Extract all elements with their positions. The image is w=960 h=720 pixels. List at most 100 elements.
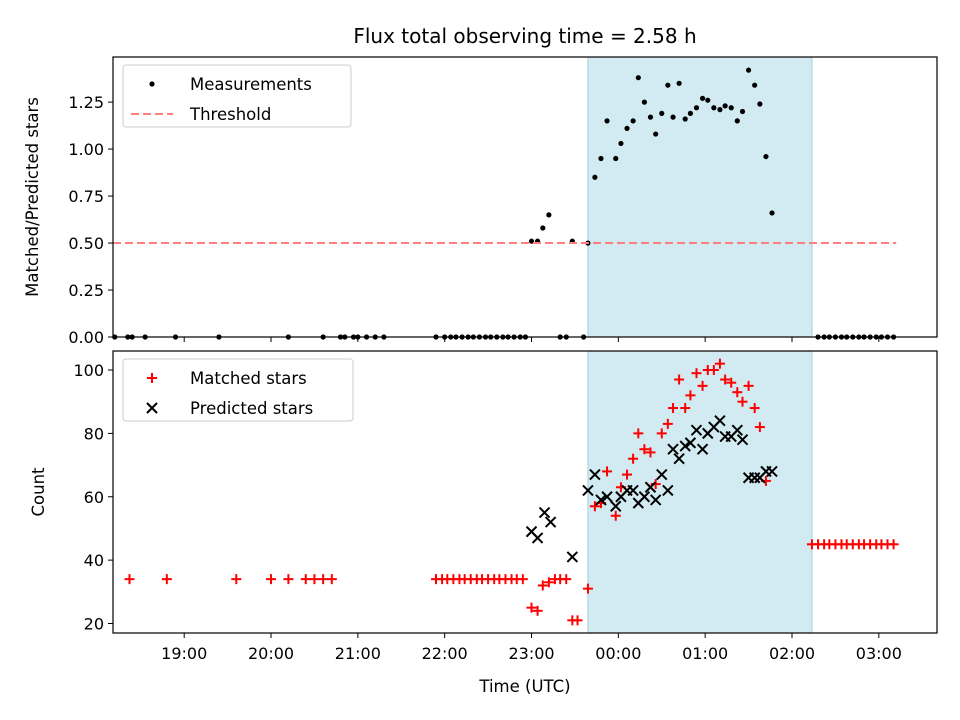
measurement-point (705, 97, 711, 103)
matched-star-point (266, 574, 277, 585)
x-tick-label: 03:00 (856, 644, 902, 663)
bottom-panel: 20 40 60 80 100 19:00 20:00 21:00 22:00 23:00 00:… (29, 350, 938, 696)
measurement-point (528, 238, 535, 244)
matched-star-point (732, 387, 743, 398)
x-tick-label: 02:00 (769, 644, 815, 663)
predicted-star-point (667, 443, 679, 455)
matched-star-point (674, 374, 685, 385)
measurement-point (630, 118, 636, 124)
top-y-ticks: 0.00 0.25 0.50 0.75 1.00 1.25 (68, 93, 113, 347)
matched-star-point (662, 418, 673, 429)
y-tick-label: 0.50 (68, 234, 104, 253)
matched-star-point (668, 403, 679, 414)
top-panel: 0.00 0.25 0.50 0.75 1.00 1.25 Matched/Predict… (23, 56, 938, 347)
bottom-x-axis-label: Time (UTC) (478, 677, 570, 696)
x-tick-label: 19:00 (161, 644, 207, 663)
bottom-axes-frame (112, 350, 938, 634)
predicted-star-point (736, 434, 749, 446)
matched-star-point (537, 580, 548, 591)
measurement-point (699, 95, 706, 101)
measurement-point (752, 82, 758, 88)
matched-star-point (283, 574, 294, 585)
matched-star-point (589, 501, 600, 512)
y-tick-label: 60 (84, 488, 104, 507)
legend-label: Measurements (190, 75, 312, 94)
predicted-star-point (696, 443, 709, 455)
predicted-star-point (673, 453, 685, 465)
predicted-star-point (627, 484, 639, 497)
predicted-star-point (582, 484, 594, 497)
measurement-point (722, 103, 728, 109)
matched-star-point (517, 574, 528, 585)
measurement-point (540, 225, 546, 231)
matched-star-point (602, 466, 613, 477)
measurement-point (653, 131, 659, 137)
top-legend: Measurements Threshold (122, 64, 352, 128)
predicted-star-point (748, 472, 761, 484)
predicted-star-point (595, 494, 607, 506)
matched-star-point (639, 444, 650, 455)
matched-star-point (231, 574, 242, 585)
matched-star-point (300, 574, 311, 585)
x-tick-label: 00:00 (595, 644, 641, 663)
matched-star-point (610, 510, 621, 521)
legend-box (122, 64, 352, 128)
matched-star-point (309, 574, 320, 585)
matched-star-point (124, 574, 135, 585)
predicted-star-point (731, 424, 744, 436)
matched-star-point (697, 380, 708, 391)
chart-title: Flux total observing time = 2.58 h (353, 24, 696, 48)
measurement-point (635, 75, 641, 81)
legend-label: Threshold (189, 105, 271, 124)
matched-star-point (888, 539, 899, 550)
x-tick-label: 20:00 (248, 644, 294, 663)
y-tick-label: 0.25 (68, 281, 104, 300)
matched-star-point (561, 574, 572, 585)
predicted-star-point (544, 516, 557, 528)
matched-star-point (326, 574, 337, 585)
predicted-star-point (656, 468, 668, 481)
matched-star-point (633, 428, 644, 439)
legend-label: Predicted stars (190, 399, 313, 418)
bottom-y-axis-label: Count (29, 467, 48, 517)
y-tick-label: 0.75 (68, 187, 104, 206)
matched-star-point (720, 374, 731, 385)
matched-star-point (526, 602, 537, 613)
matched-star-point (714, 358, 725, 369)
predicted-star-point (601, 491, 613, 503)
matched-star-point (680, 403, 691, 414)
x-tick-label: 01:00 (682, 644, 728, 663)
measurement-point (598, 155, 604, 162)
predicted-star-point (531, 532, 544, 544)
predicted-star-point (566, 551, 579, 563)
measurement-point (624, 125, 630, 132)
matched-star-point (737, 396, 748, 407)
predicted-star-point (684, 437, 697, 449)
measurement-point (670, 114, 676, 120)
matched-star-point (754, 422, 765, 433)
y-tick-label: 100 (73, 361, 104, 380)
y-tick-label: 20 (84, 614, 104, 633)
measurement-point (687, 110, 694, 116)
predicted-star-point (662, 484, 674, 497)
x-tick-label: 21:00 (335, 644, 381, 663)
matched-star-point (543, 577, 554, 588)
measurement-point (676, 80, 682, 86)
measurement-point (745, 67, 752, 73)
predicted-star-point (649, 494, 662, 506)
legend-matched-swatch (147, 373, 157, 383)
x-tick-label: 23:00 (508, 644, 554, 663)
matched-star-point (685, 390, 696, 401)
measurement-point (763, 153, 769, 160)
matched-star-point (749, 403, 760, 414)
predicted-star-point (690, 424, 703, 436)
measurement-point (665, 82, 671, 88)
matched-star-point (726, 377, 737, 388)
measurement-point (604, 118, 610, 124)
matched-star-point (743, 380, 754, 391)
legend-measurement-swatch (149, 81, 155, 87)
predicted-star-point (538, 506, 551, 519)
bottom-legend: Matched stars Predicted stars (122, 358, 354, 422)
measurement-point (717, 107, 723, 113)
